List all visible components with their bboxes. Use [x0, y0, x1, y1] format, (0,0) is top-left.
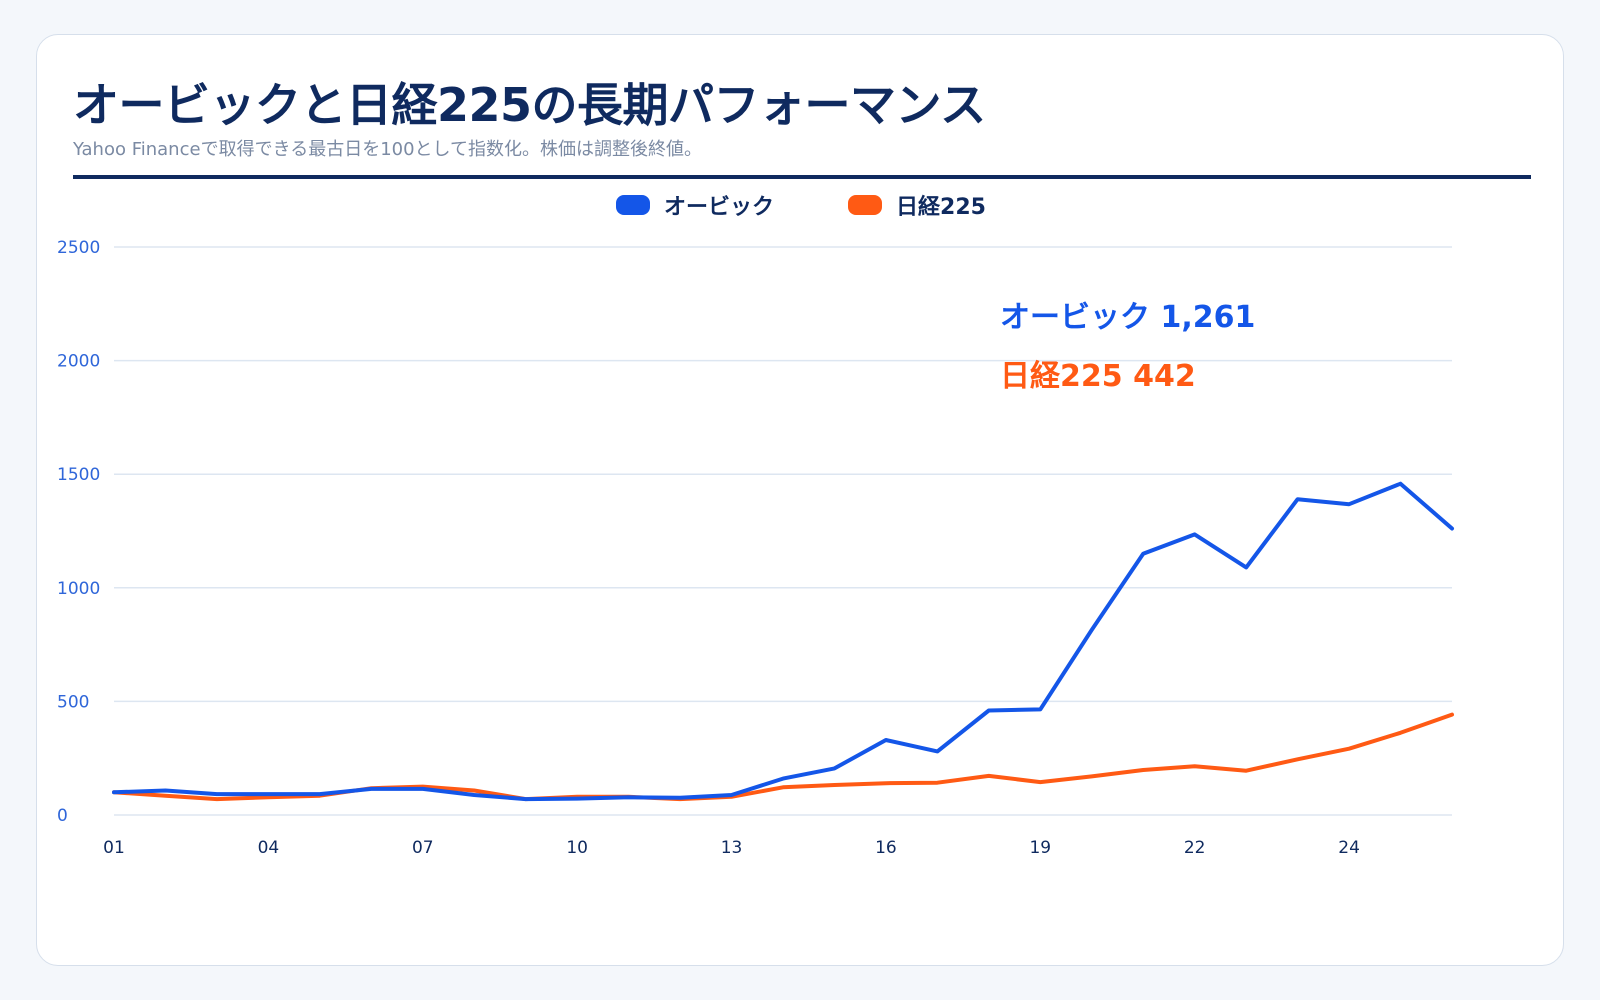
legend-label-nikkei: 日経225: [896, 195, 986, 220]
chart-legend: オービック 日経225: [37, 185, 1565, 225]
chart-subtitle: Yahoo Financeで取得できる最古日を100として指数化。株価は調整後終…: [73, 139, 703, 160]
legend-swatch-okb: [616, 195, 651, 215]
legend-label-okb: オービック: [664, 195, 775, 220]
series-line-okb[interactable]: [112, 481, 1454, 802]
x-tick-label: 07: [412, 838, 434, 858]
x-axis-ticks: 01 04 07 10 13 16 19 22 24: [103, 838, 1360, 858]
y-tick-label: 1500: [57, 465, 100, 485]
x-tick-label: 10: [566, 838, 588, 858]
grid-lines: [114, 246, 1452, 816]
title-divider: [73, 175, 1531, 179]
series-lines: [112, 481, 1454, 802]
y-tick-label: 2000: [57, 352, 100, 372]
chart-title: オービックと日経225の長期パフォーマンス: [73, 78, 986, 132]
x-tick-label: 24: [1338, 838, 1360, 858]
y-tick-label: 0: [57, 806, 68, 826]
y-tick-label: 500: [57, 692, 89, 712]
series-line-nikkei[interactable]: [112, 712, 1454, 802]
annotation-okb: オービック 1,261: [1000, 300, 1255, 335]
chart-card: オービックと日経225の長期パフォーマンス Yahoo Financeで取得でき…: [36, 34, 1564, 966]
legend-item-okb[interactable]: オービック: [616, 189, 774, 221]
y-axis-ticks: 2500 2000 1500 1000 500 0: [57, 238, 100, 826]
y-tick-label: 1000: [57, 579, 100, 599]
x-tick-label: 16: [875, 838, 897, 858]
annotation-nikkei: 日経225 442: [1000, 359, 1196, 394]
legend-item-nikkei[interactable]: 日経225: [848, 189, 986, 221]
x-tick-label: 13: [721, 838, 743, 858]
legend-swatch-nikkei: [848, 195, 883, 215]
x-tick-label: 19: [1029, 838, 1051, 858]
y-tick-label: 2500: [57, 238, 100, 258]
x-tick-label: 22: [1184, 838, 1206, 858]
x-tick-label: 01: [103, 838, 125, 858]
x-tick-label: 04: [258, 838, 280, 858]
